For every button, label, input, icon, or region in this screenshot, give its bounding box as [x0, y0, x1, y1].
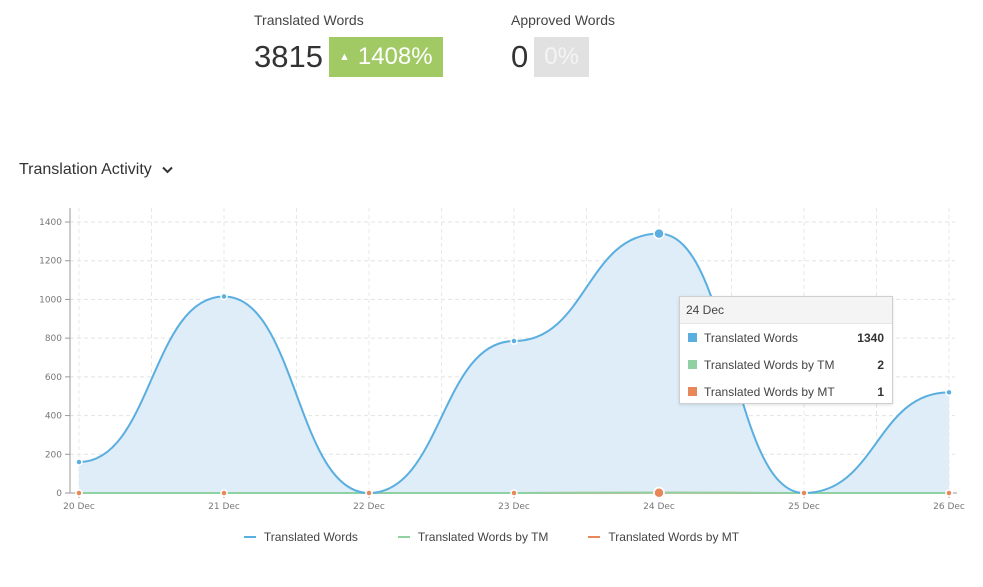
data-point [75, 458, 83, 466]
legend-item-tm[interactable]: Translated Words by TM [397, 530, 549, 544]
y-tick-label: 800 [45, 334, 62, 344]
tooltip-row: Translated Words by TM 2 [680, 351, 892, 378]
chart-tooltip: 24 Dec Translated Words 1340 Translated … [679, 296, 893, 404]
approved-words-stat: Approved Words 0 0% [511, 12, 615, 77]
x-tick-label: 23 Dec [498, 502, 530, 512]
legend-item-translated[interactable]: Translated Words [243, 530, 358, 544]
y-tick-label: 1400 [39, 218, 62, 228]
legend-item-mt[interactable]: Translated Words by MT [588, 530, 739, 544]
data-point [365, 489, 373, 497]
tooltip-series-name: Translated Words [704, 330, 799, 345]
translated-change-badge: ▲ 1408% [328, 37, 443, 77]
translated-words-value: 3815 [254, 39, 323, 74]
data-point [800, 489, 808, 497]
chart-legend: Translated Words Translated Words by TM … [0, 530, 983, 544]
translated-change-value: 1408% [357, 43, 433, 70]
approved-change-badge: 0% [534, 37, 589, 77]
approved-change-value: 0% [544, 43, 579, 70]
series-area [79, 233, 949, 493]
x-tick-label: 21 Dec [208, 502, 240, 512]
tooltip-series-name: Translated Words by TM [704, 357, 835, 372]
triangle-up-icon: ▲ [338, 51, 350, 63]
tooltip-swatch [688, 387, 697, 396]
data-point [653, 227, 665, 240]
translated-words-label: Translated Words [254, 12, 364, 28]
tooltip-series-value: 2 [877, 357, 884, 372]
legend-swatch [588, 536, 601, 538]
tooltip-swatch [688, 360, 697, 369]
tooltip-series-name: Translated Words by MT [704, 384, 835, 399]
legend-label: Translated Words by TM [417, 530, 549, 544]
legend-label: Translated Words [263, 530, 358, 544]
x-tick-label: 26 Dec [933, 502, 965, 512]
y-tick-label: 200 [45, 450, 62, 460]
tooltip-series-value: 1340 [857, 330, 884, 345]
data-point [945, 489, 953, 497]
data-point [653, 487, 665, 499]
data-point [510, 489, 518, 497]
data-point [945, 388, 953, 397]
y-tick-label: 0 [56, 489, 62, 499]
legend-swatch [397, 536, 410, 538]
y-tick-label: 1000 [39, 295, 62, 305]
tooltip-row: Translated Words by MT 1 [680, 378, 892, 405]
chevron-down-icon [162, 161, 173, 179]
data-point [510, 337, 518, 345]
tooltip-row: Translated Words 1340 [680, 324, 892, 351]
data-point [220, 489, 228, 497]
x-tick-label: 20 Dec [63, 502, 95, 512]
legend-swatch [243, 536, 256, 538]
section-title: Translation Activity [19, 161, 152, 178]
translation-activity-dropdown[interactable]: Translation Activity [19, 161, 173, 179]
tooltip-swatch [688, 333, 697, 342]
data-point [220, 292, 228, 301]
tooltip-title: 24 Dec [680, 297, 892, 324]
legend-label: Translated Words by MT [608, 530, 740, 544]
x-tick-label: 25 Dec [788, 502, 820, 512]
y-tick-label: 600 [45, 373, 62, 383]
approved-words-value: 0 [511, 39, 529, 74]
approved-words-label: Approved Words [511, 12, 616, 28]
y-tick-label: 1200 [39, 257, 62, 267]
x-tick-label: 22 Dec [353, 502, 385, 512]
translated-words-stat: Translated Words 3815 ▲ 1408% [254, 12, 443, 77]
y-tick-label: 400 [45, 412, 62, 422]
x-tick-label: 24 Dec [643, 502, 675, 512]
data-point [75, 489, 83, 497]
tooltip-series-value: 1 [877, 384, 884, 399]
